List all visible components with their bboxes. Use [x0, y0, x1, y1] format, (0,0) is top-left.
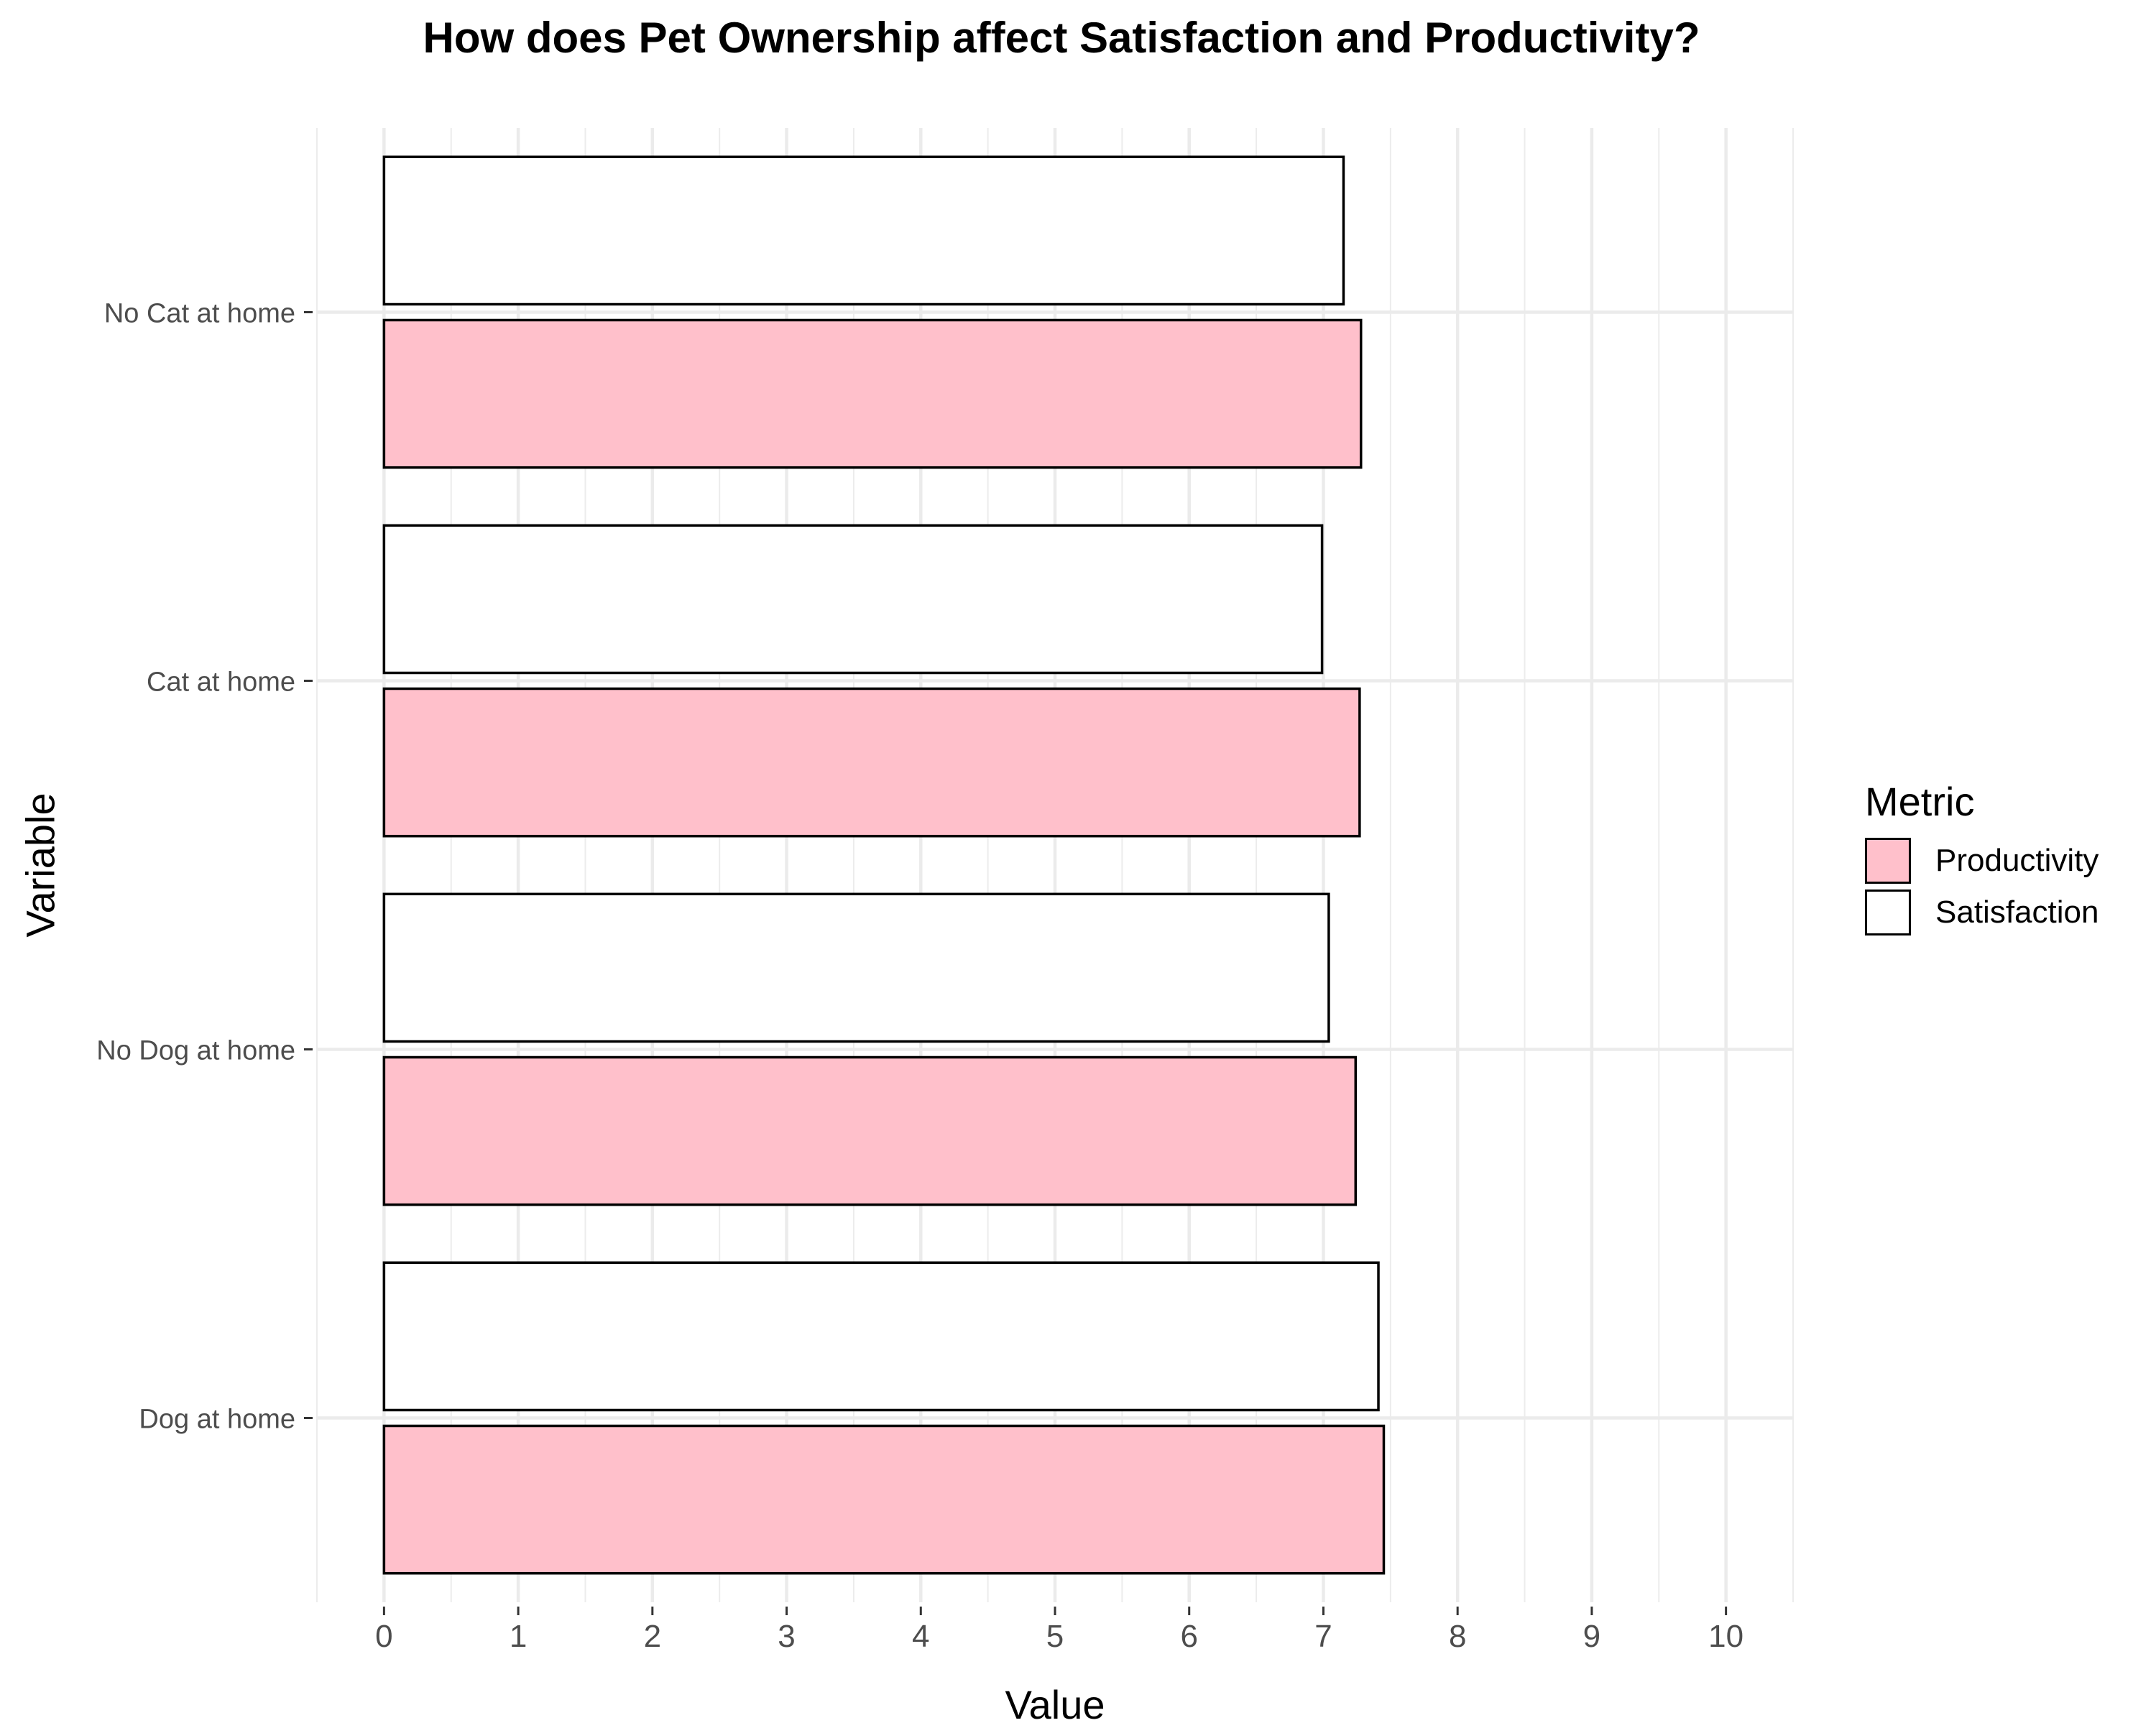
- y-tick-label: No Cat at home: [104, 299, 295, 329]
- bar-satisfaction: [382, 524, 1324, 675]
- legend-label-productivity: Productivity: [1935, 843, 2099, 878]
- legend-key-satisfaction: [1865, 890, 1911, 935]
- x-tick-label: 5: [1046, 1619, 1064, 1654]
- x-tick-label: 2: [644, 1619, 661, 1654]
- bar-satisfaction: [382, 1261, 1380, 1412]
- x-tick-label: 9: [1583, 1619, 1600, 1654]
- legend-item-satisfaction: Satisfaction: [1865, 887, 2099, 938]
- x-tick-label: 3: [778, 1619, 795, 1654]
- legend: Metric Productivity Satisfaction: [1865, 778, 2099, 938]
- x-tick-label: 1: [510, 1619, 527, 1654]
- x-tick-label: 10: [1708, 1619, 1743, 1654]
- y-tick-label: Cat at home: [147, 667, 295, 698]
- y-tick-label: Dog at home: [139, 1405, 295, 1435]
- x-axis-title: Value: [1005, 1682, 1105, 1727]
- x-tick-label: 0: [375, 1619, 392, 1654]
- x-tick-label: 6: [1180, 1619, 1197, 1654]
- y-axis-title: Variable: [17, 793, 63, 938]
- x-tick-label: 7: [1314, 1619, 1332, 1654]
- legend-label-satisfaction: Satisfaction: [1935, 895, 2099, 930]
- bar-productivity: [382, 318, 1363, 469]
- legend-title: Metric: [1865, 779, 1975, 824]
- bar-satisfaction: [382, 892, 1330, 1043]
- bar-productivity: [382, 687, 1361, 838]
- legend-item-productivity: Productivity: [1865, 835, 2099, 887]
- y-tick-label: No Dog at home: [96, 1036, 295, 1066]
- x-tick-label: 4: [912, 1619, 929, 1654]
- bar-satisfaction: [382, 155, 1345, 306]
- x-tick-label: 8: [1449, 1619, 1466, 1654]
- bar-productivity: [382, 1055, 1358, 1206]
- legend-key-productivity: [1865, 838, 1911, 884]
- bar-productivity: [382, 1424, 1386, 1575]
- chart-title: How does Pet Ownership affect Satisfacti…: [423, 14, 1700, 62]
